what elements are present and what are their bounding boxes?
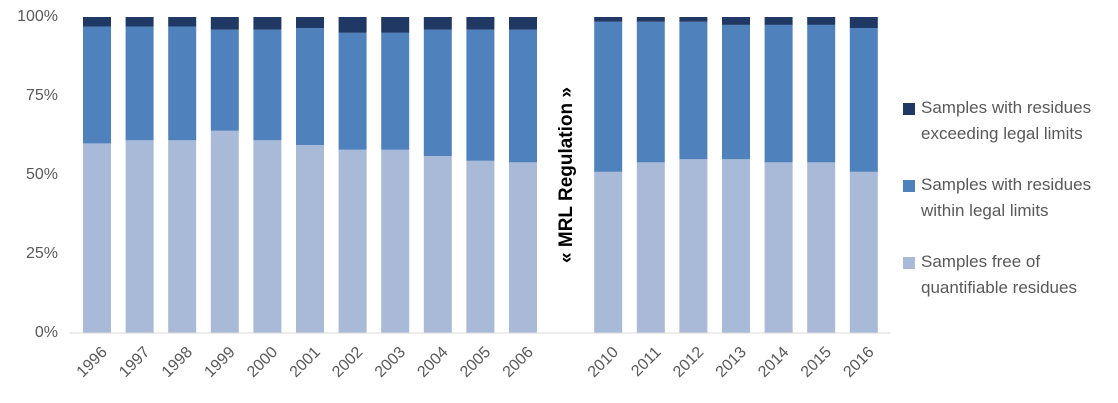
legend-item-exceeding: Samples with residues exceeding legal li… [903,95,1113,147]
y-tick-label: 100% [17,8,58,25]
bar-segment-2015-s0 [807,162,836,333]
bar-segment-1998-s2 [168,17,197,27]
bar-segment-2010-s0 [594,171,623,333]
bar-segment-2015-s2 [807,17,836,25]
bar-segment-2002-s2 [338,17,367,33]
bar-segment-2005-s1 [466,29,495,161]
bar-segment-2003-s2 [381,17,410,33]
bar-segment-2012-s2 [679,17,708,22]
bar-segment-2004-s1 [423,29,452,157]
bar-segment-2000-s1 [253,29,282,141]
bar-segment-2006-s2 [509,17,537,30]
bar-segment-2005-s2 [466,17,495,30]
bar-segment-1997-s1 [125,26,154,141]
bar-segment-1999-s0 [210,130,239,333]
bar-segment-2013-s0 [722,159,750,333]
y-tick-label: 75% [26,87,58,104]
bar-segment-2001-s0 [296,144,324,333]
legend-swatch-free [903,257,915,269]
y-axis-ticks: 0% 25% 50% 75% 100% [17,8,58,341]
x-tick-label-2004: 2004 [414,344,451,381]
bar-segment-2004-s0 [423,156,452,333]
x-tick-label-1999: 1999 [201,344,238,381]
bar-segment-2011-s0 [636,162,665,333]
x-tick-label-2000: 2000 [244,344,281,381]
x-tick-label-2010: 2010 [585,344,622,381]
bar-segment-1999-s2 [210,17,239,30]
bar-segment-1999-s1 [210,29,239,131]
x-axis-labels: 1996 1997 1998 1999 2000 2001 2002 2003 2004 2005… [74,344,878,381]
x-tick-label-1996: 1996 [74,344,111,381]
y-tick-label: 25% [26,245,58,262]
bar-segment-2015-s1 [807,24,836,163]
bar-segment-2016-s2 [849,17,878,29]
x-tick-label-2005: 2005 [457,344,494,381]
x-tick-label-2016: 2016 [840,344,877,381]
legend-swatch-exceeding [903,103,915,115]
bar-segment-2010-s1 [594,21,623,172]
bar-segment-2000-s2 [253,17,282,30]
y-tick-label: 50% [26,166,58,183]
bar-segment-2005-s0 [466,160,495,333]
x-tick-label-2012: 2012 [670,344,707,381]
bar-segment-1996-s1 [83,26,111,144]
x-tick-label-2013: 2013 [713,344,750,381]
bar-segment-1997-s0 [125,140,154,333]
legend-swatch-within [903,180,915,192]
bar-segment-2012-s1 [679,21,708,160]
x-tick-label-2006: 2006 [500,344,537,381]
bar-segment-2003-s1 [381,32,410,150]
bar-segment-2001-s2 [296,17,324,29]
bar-segment-2002-s1 [338,32,367,150]
bar-segment-2001-s1 [296,28,324,145]
bar-segment-2010-s2 [594,17,623,22]
legend: Samples with residues exceeding legal li… [903,95,1113,326]
bar-segment-2003-s0 [381,149,410,333]
bar-segment-1998-s0 [168,140,197,333]
legend-item-free: Samples free of quantifiable residues [903,249,1113,301]
bar-segment-2016-s1 [849,28,878,172]
legend-label-within: Samples with residues within legal limit… [921,175,1092,220]
x-tick-label-2014: 2014 [755,344,792,381]
x-tick-label-1998: 1998 [159,344,196,381]
bar-segment-2014-s0 [764,162,793,333]
bar-segment-2002-s0 [338,149,367,333]
bar-segment-2006-s1 [509,29,537,163]
bar-segment-1997-s2 [125,17,154,27]
legend-item-within: Samples with residues within legal limit… [903,172,1113,224]
x-tick-label-2015: 2015 [798,344,835,381]
bar-segment-1996-s0 [83,143,111,333]
x-tick-label-1997: 1997 [116,344,153,381]
bar-segment-2014-s1 [764,24,793,163]
x-tick-label-2011: 2011 [628,344,664,380]
bar-segment-1996-s2 [83,17,111,27]
bar-segment-2004-s2 [423,17,452,30]
legend-label-free: Samples free of quantifiable residues [921,252,1077,297]
bar-segment-2011-s2 [636,17,665,22]
bar-segment-2012-s0 [679,159,708,333]
bar-segment-2016-s0 [849,171,878,333]
x-tick-label-2001: 2001 [287,344,324,381]
x-tick-label-2003: 2003 [372,344,409,381]
y-tick-label: 0% [35,324,58,341]
x-tick-label-2002: 2002 [329,344,366,381]
bar-segment-2000-s0 [253,140,282,333]
legend-label-exceeding: Samples with residues exceeding legal li… [921,98,1092,143]
bar-segment-2013-s2 [722,17,750,25]
mrl-regulation-annotation: « MRL Regulation » [556,87,577,263]
bar-series-group [83,17,878,333]
bar-segment-2013-s1 [722,24,750,160]
bar-segment-1998-s1 [168,26,197,141]
bar-segment-2006-s0 [509,162,537,333]
bar-segment-2011-s1 [636,21,665,163]
bar-segment-2014-s2 [764,17,793,25]
